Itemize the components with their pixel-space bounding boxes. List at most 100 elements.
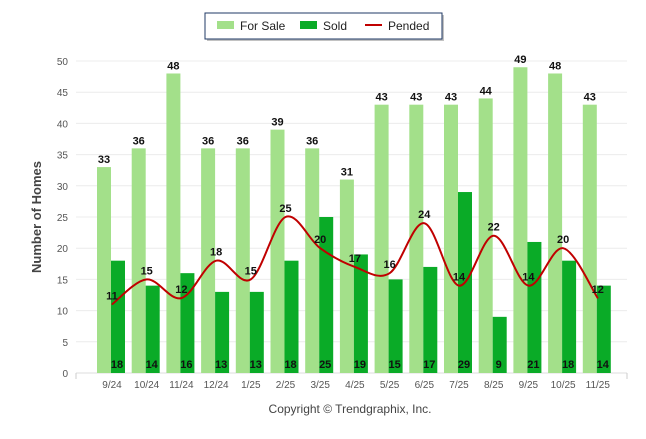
label-for-sale: 33 (98, 154, 110, 166)
label-sold: 21 (527, 359, 539, 371)
label-pended: 22 (488, 222, 500, 234)
x-tick-label: 9/24 (102, 380, 122, 391)
bar-sold (249, 291, 264, 373)
y-axis-title: Number of Homes (29, 161, 44, 273)
pended-point (527, 285, 529, 287)
label-sold: 13 (215, 359, 227, 371)
y-tick-label: 30 (57, 182, 69, 193)
bar-for-sale (582, 104, 597, 374)
pended-point (493, 235, 495, 237)
label-pended: 12 (175, 284, 187, 296)
pended-point (354, 266, 356, 268)
label-pended: 20 (557, 234, 569, 246)
label-sold: 18 (562, 359, 574, 371)
y-tick-label: 40 (57, 119, 69, 130)
copyright-footer: Copyright © Trendgraphix, Inc. (269, 402, 432, 416)
label-pended: 11 (106, 290, 118, 302)
legend-label-sold[interactable]: Sold (323, 19, 347, 33)
x-tick-label: 2/25 (276, 380, 296, 391)
label-for-sale: 43 (410, 92, 422, 104)
bar-for-sale (478, 98, 493, 373)
bar-sold (353, 254, 368, 373)
pended-point (319, 247, 321, 249)
bar-sold (284, 260, 299, 373)
label-pended: 17 (349, 253, 361, 265)
label-sold: 18 (111, 359, 123, 371)
pended-point (597, 297, 599, 299)
pended-point (180, 297, 182, 299)
label-sold: 9 (496, 359, 502, 371)
x-tick-label: 1/25 (241, 380, 261, 391)
label-sold: 17 (423, 359, 435, 371)
y-tick-label: 20 (57, 244, 69, 255)
x-tick-label: 11/25 (586, 380, 611, 391)
x-tick-label: 6/25 (415, 380, 435, 391)
legend-swatch-sold (300, 21, 317, 29)
bar-for-sale (339, 179, 354, 373)
bar-for-sale (444, 104, 458, 374)
pended-point (285, 216, 286, 218)
bar-for-sale (97, 167, 111, 373)
label-pended: 24 (418, 209, 431, 221)
bar-for-sale (305, 148, 320, 373)
label-pended: 25 (279, 203, 291, 215)
bar-sold (596, 285, 611, 373)
label-for-sale: 36 (237, 135, 249, 147)
y-tick-label: 10 (57, 307, 69, 318)
pended-point (250, 278, 252, 280)
bar-for-sale (548, 73, 563, 373)
bars (97, 67, 611, 374)
label-pended: 15 (245, 265, 257, 277)
bar-sold (492, 316, 507, 373)
x-tick-label: 4/25 (345, 380, 365, 391)
label-sold: 14 (146, 359, 159, 371)
label-for-sale: 48 (167, 60, 179, 72)
label-pended: 18 (210, 247, 222, 259)
x-tick-label: 3/25 (310, 380, 330, 391)
x-tick-label: 5/25 (380, 380, 400, 391)
label-pended: 15 (141, 265, 153, 277)
legend-label-pended[interactable]: Pended (388, 19, 429, 33)
label-sold: 25 (319, 359, 331, 371)
label-sold: 29 (458, 359, 470, 371)
label-pended: 14 (522, 272, 535, 284)
label-sold: 19 (354, 359, 366, 371)
label-sold: 13 (250, 359, 262, 371)
pended-line (111, 215, 599, 306)
pended-point (111, 303, 113, 305)
bar-for-sale (409, 104, 424, 374)
legend-swatch-for-sale (217, 21, 234, 29)
label-sold: 16 (180, 359, 192, 371)
label-pended: 16 (383, 259, 395, 271)
bar-sold (388, 279, 403, 373)
bar-for-sale (513, 67, 528, 374)
label-for-sale: 48 (549, 60, 561, 72)
bar-sold (319, 217, 334, 373)
x-tick-label: 10/25 (551, 380, 576, 391)
data-labels: 33 18 36 14 48 16 36 13 36 13 39 18 36 25 31 19 43 15 43 17… (98, 54, 610, 371)
x-tick-label: 7/25 (449, 380, 469, 391)
label-pended: 14 (453, 272, 466, 284)
y-tick-label: 35 (57, 151, 69, 162)
bar-for-sale (270, 129, 285, 373)
pended-point (389, 272, 391, 274)
y-axis-ticks: 0 5 10 15 20 25 30 35 40 45 50 (57, 57, 69, 380)
label-sold: 14 (597, 359, 610, 371)
label-for-sale: 36 (202, 135, 214, 147)
x-tick-label: 10/24 (134, 380, 159, 391)
bar-for-sale (201, 148, 216, 373)
label-sold: 18 (284, 359, 296, 371)
bar-sold (423, 266, 438, 373)
pended-point (146, 278, 148, 280)
y-tick-label: 5 (62, 338, 68, 349)
label-for-sale: 39 (271, 117, 283, 129)
label-for-sale: 49 (514, 54, 526, 66)
x-tick-label: 9/25 (519, 380, 539, 391)
bar-for-sale (166, 73, 181, 373)
legend-label-for-sale[interactable]: For Sale (240, 19, 286, 33)
x-tick-label: 8/25 (484, 380, 504, 391)
bar-sold (527, 241, 542, 373)
x-tick-label: 12/24 (204, 380, 229, 391)
label-for-sale: 43 (445, 92, 457, 104)
